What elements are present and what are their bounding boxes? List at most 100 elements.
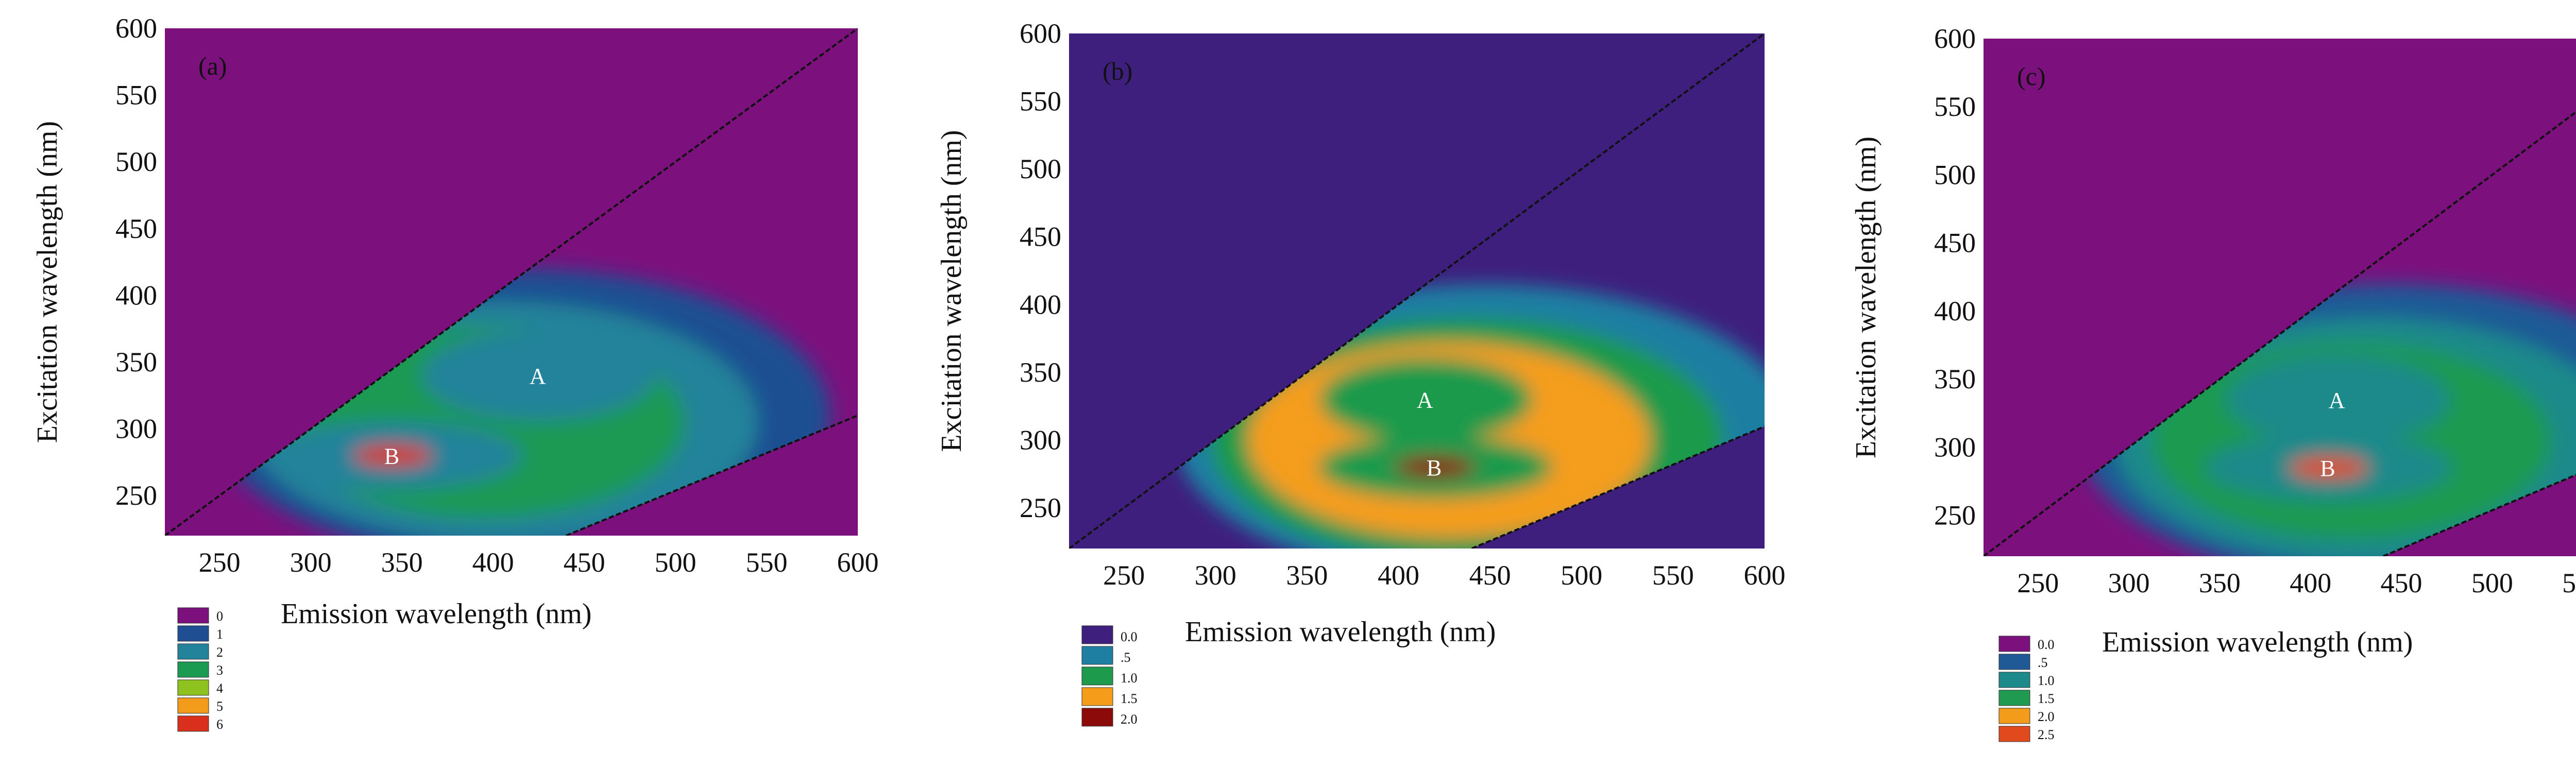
x-axis-label: Emission wavelength (nm) — [2102, 626, 2413, 658]
legend-label: 4 — [216, 681, 223, 696]
legend-swatch — [177, 607, 209, 624]
y-tick-label: 250 — [115, 480, 157, 511]
x-tick-label: 500 — [2471, 568, 2513, 598]
peak-label-a: A — [1417, 388, 1433, 413]
y-axis-label: Excitation wavelength (nm) — [936, 130, 968, 452]
x-tick-label: 400 — [1378, 560, 1419, 591]
x-axis-label: Emission wavelength (nm) — [1185, 616, 1496, 648]
legend-label: 1.0 — [1121, 671, 1138, 686]
panel-b: A B (b) 250 300 350 400 450 500 550 600 250 300 350 40… — [936, 18, 1786, 727]
x-tick-label: 400 — [472, 547, 514, 578]
legend-label: .5 — [1121, 650, 1131, 665]
y-axis-label: Excitation wavelength (nm) — [31, 121, 63, 443]
legend-label: 0 — [216, 609, 223, 624]
legend-swatch — [177, 697, 209, 714]
y-tick-label: 550 — [1934, 91, 1976, 122]
x-tick-label: 450 — [564, 547, 605, 578]
x-tick-label: 300 — [1195, 560, 1236, 591]
legend-label: 2.0 — [2038, 709, 2055, 724]
y-tick-label: 500 — [115, 146, 157, 177]
y-tick-label: 300 — [1020, 424, 1061, 455]
legend-label: 2 — [216, 645, 223, 660]
y-tick-label: 500 — [1934, 159, 1976, 190]
legend-label: 5 — [216, 699, 223, 714]
x-tick-label: 500 — [655, 547, 697, 578]
peak-a-level — [421, 330, 656, 421]
legend-swatch — [1998, 708, 2030, 724]
peak-label-a: A — [530, 364, 546, 389]
y-tick-label: 400 — [1934, 296, 1976, 327]
y-tick-label: 550 — [1020, 86, 1061, 117]
peak-b-core — [1395, 456, 1476, 478]
y-tick-label: 350 — [1020, 357, 1061, 388]
panel-label: (b) — [1103, 57, 1132, 85]
legend-label: 2.0 — [1121, 712, 1138, 727]
peak-label-b: B — [1427, 455, 1442, 481]
y-tick-label: 350 — [1934, 364, 1976, 395]
peak-a-level — [1319, 357, 1532, 441]
y-tick-label: 500 — [1020, 153, 1061, 184]
second-order-line — [2383, 473, 2576, 556]
y-tick-label: 600 — [1020, 18, 1061, 49]
panel-label: (c) — [2017, 62, 2046, 91]
legend-swatch — [177, 625, 209, 642]
legend-swatch — [1081, 625, 1113, 644]
legend-swatch — [1081, 646, 1113, 665]
legend: 0.0 .5 1.0 1.5 2.0 2.5 — [1998, 636, 2055, 742]
x-tick-label: 250 — [199, 547, 241, 578]
x-tick-label: 550 — [1652, 560, 1694, 591]
legend-swatch — [1998, 690, 2030, 706]
legend-swatch — [177, 643, 209, 660]
rayleigh-line — [165, 28, 858, 536]
legend-label: 3 — [216, 663, 223, 678]
y-tick-label: 400 — [115, 280, 157, 311]
y-tick-label: 400 — [1020, 289, 1061, 320]
x-tick-label: 250 — [2017, 568, 2059, 598]
contour-field — [1984, 39, 2576, 556]
panel-a: AB(a)250 300 350 400 450 500 550 60025030035040… — [31, 13, 879, 732]
x-tick-label: 600 — [1744, 560, 1786, 591]
x-tick-label: 250 — [1103, 560, 1145, 591]
peak-b-core — [2289, 456, 2369, 479]
legend-swatch — [177, 715, 209, 732]
y-tick-label: 300 — [1934, 432, 1976, 462]
legend-swatch — [1081, 687, 1113, 706]
legend-swatch — [177, 679, 209, 696]
legend-swatch — [1081, 666, 1113, 686]
x-tick-label: 350 — [381, 547, 423, 578]
x-tick-label: 300 — [2108, 568, 2150, 598]
peak-label-a: A — [2329, 388, 2345, 413]
y-tick-label: 550 — [115, 80, 157, 111]
peak-label-b: B — [384, 443, 399, 469]
y-axis-label: Excitation wavelength (nm) — [1850, 136, 1882, 458]
legend-swatch — [1998, 672, 2030, 688]
legend-label: 6 — [216, 717, 223, 732]
x-tick-label: 550 — [2562, 568, 2576, 598]
legend-label: 2.5 — [2038, 727, 2055, 742]
contour-field — [1069, 33, 1765, 549]
rayleigh-line — [1069, 33, 1765, 549]
y-tick-label: 600 — [115, 13, 157, 44]
legend: 0.0 .5 1.0 1.5 2.0 — [1081, 625, 1138, 727]
y-tick-label: 250 — [1020, 492, 1061, 523]
x-tick-label: 550 — [746, 547, 788, 578]
x-tick-label: 500 — [1561, 560, 1602, 591]
y-tick-label: 450 — [1020, 221, 1061, 252]
legend-swatch — [1998, 654, 2030, 670]
legend-label: 0.0 — [1121, 629, 1138, 644]
legend: 0 1 2 3 4 5 6 — [177, 607, 223, 732]
legend-label: 1.5 — [1121, 691, 1138, 706]
peak-a-level — [2226, 355, 2450, 444]
x-tick-label: 600 — [837, 547, 879, 578]
x-tick-label: 300 — [290, 547, 332, 578]
legend-label: 1.0 — [2038, 673, 2055, 688]
second-order-line — [565, 414, 858, 536]
legend-swatch — [177, 661, 209, 678]
legend-label: 1 — [216, 627, 223, 642]
x-tick-label: 450 — [1469, 560, 1511, 591]
y-tick-label: 600 — [1934, 23, 1976, 54]
legend-label: 1.5 — [2038, 691, 2055, 706]
x-tick-label: 400 — [2290, 568, 2331, 598]
scatter-mask-lower — [2383, 475, 2576, 556]
contour-field — [165, 28, 858, 536]
